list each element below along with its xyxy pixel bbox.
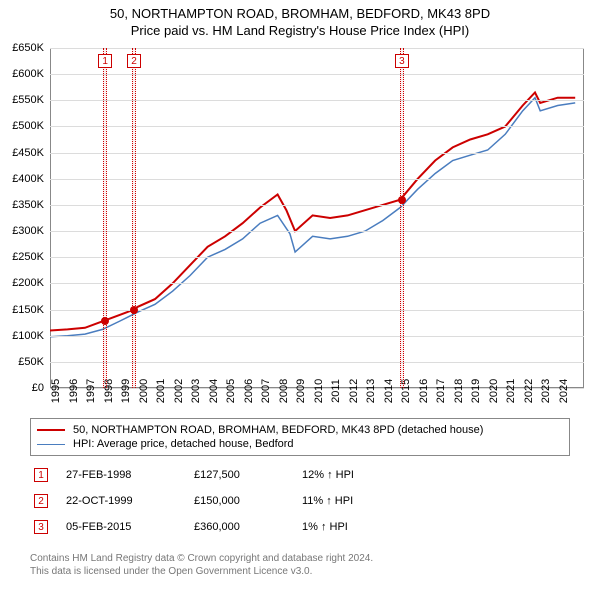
gridline <box>50 205 584 206</box>
page-root: 50, NORTHAMPTON ROAD, BROMHAM, BEDFORD, … <box>0 0 600 590</box>
gridline <box>50 153 584 154</box>
event-diff: 1% ↑ HPI <box>302 521 402 533</box>
series-hpi <box>50 98 575 337</box>
gridline <box>50 100 584 101</box>
event-diff: 12% ↑ HPI <box>302 469 402 481</box>
x-tick-label: 1997 <box>85 379 97 403</box>
gridline <box>50 48 584 49</box>
sale-point <box>130 306 138 314</box>
sale-marker-band <box>132 48 136 388</box>
gridline <box>50 179 584 180</box>
y-tick-label: £0 <box>32 382 44 394</box>
event-marker-1: 1 <box>34 468 48 482</box>
x-tick-label: 2019 <box>470 379 482 403</box>
gridline <box>50 362 584 363</box>
sale-marker-number: 1 <box>98 54 112 68</box>
x-tick-label: 2010 <box>313 379 325 403</box>
x-tick-label: 2004 <box>208 379 220 403</box>
x-tick-label: 2005 <box>225 379 237 403</box>
legend-swatch-property <box>37 429 65 431</box>
x-tick-label: 2009 <box>295 379 307 403</box>
y-tick-label: £300K <box>12 225 44 237</box>
y-tick-label: £450K <box>12 147 44 159</box>
x-tick-label: 2002 <box>173 379 185 403</box>
gridline <box>50 336 584 337</box>
x-tick-label: 2000 <box>138 379 150 403</box>
title-block: 50, NORTHAMPTON ROAD, BROMHAM, BEDFORD, … <box>0 0 600 40</box>
y-tick-label: £400K <box>12 173 44 185</box>
title-line-1: 50, NORTHAMPTON ROAD, BROMHAM, BEDFORD, … <box>0 6 600 23</box>
y-tick-label: £200K <box>12 277 44 289</box>
gridline <box>50 257 584 258</box>
legend-swatch-hpi <box>37 444 65 445</box>
sale-marker-band <box>103 48 107 388</box>
gridline <box>50 283 584 284</box>
chart-area: £0£50K£100K£150K£200K£250K£300K£350K£400… <box>50 48 584 388</box>
event-price: £360,000 <box>194 521 284 533</box>
legend-label-property: 50, NORTHAMPTON ROAD, BROMHAM, BEDFORD, … <box>73 424 483 436</box>
x-tick-label: 2011 <box>330 379 342 403</box>
footer: Contains HM Land Registry data © Crown c… <box>30 552 570 578</box>
y-tick-label: £350K <box>12 199 44 211</box>
event-marker-3: 3 <box>34 520 48 534</box>
x-tick-label: 2022 <box>523 379 535 403</box>
y-tick-label: £150K <box>12 304 44 316</box>
gridline <box>50 126 584 127</box>
y-tick-label: £550K <box>12 94 44 106</box>
event-date: 22-OCT-1999 <box>66 495 176 507</box>
x-tick-label: 2014 <box>383 379 395 403</box>
y-tick-label: £250K <box>12 251 44 263</box>
legend: 50, NORTHAMPTON ROAD, BROMHAM, BEDFORD, … <box>30 418 570 456</box>
sale-marker-band <box>400 48 404 388</box>
y-tick-label: £650K <box>12 42 44 54</box>
x-tick-label: 2012 <box>348 379 360 403</box>
x-tick-label: 2020 <box>488 379 500 403</box>
events-table: 1 27-FEB-1998 £127,500 12% ↑ HPI 2 22-OC… <box>30 462 570 540</box>
footer-line-2: This data is licensed under the Open Gov… <box>30 565 570 578</box>
x-tick-label: 2016 <box>418 379 430 403</box>
event-marker-2: 2 <box>34 494 48 508</box>
x-tick-label: 2007 <box>260 379 272 403</box>
y-tick-label: £100K <box>12 330 44 342</box>
event-date: 27-FEB-1998 <box>66 469 176 481</box>
series-property <box>50 93 575 331</box>
event-row: 3 05-FEB-2015 £360,000 1% ↑ HPI <box>30 514 570 540</box>
legend-item-hpi: HPI: Average price, detached house, Bedf… <box>37 437 563 451</box>
y-tick-label: £500K <box>12 120 44 132</box>
title-line-2: Price paid vs. HM Land Registry's House … <box>0 23 600 40</box>
y-tick-label: £600K <box>12 68 44 80</box>
footer-line-1: Contains HM Land Registry data © Crown c… <box>30 552 570 565</box>
event-price: £127,500 <box>194 469 284 481</box>
x-tick-label: 2017 <box>435 379 447 403</box>
chart-svg <box>50 48 584 388</box>
event-row: 2 22-OCT-1999 £150,000 11% ↑ HPI <box>30 488 570 514</box>
x-tick-label: 2024 <box>558 379 570 403</box>
gridline <box>50 231 584 232</box>
x-tick-label: 2023 <box>540 379 552 403</box>
event-date: 05-FEB-2015 <box>66 521 176 533</box>
sale-marker-number: 3 <box>395 54 409 68</box>
gridline <box>50 74 584 75</box>
x-tick-label: 2021 <box>505 379 517 403</box>
x-tick-label: 2003 <box>190 379 202 403</box>
event-row: 1 27-FEB-1998 £127,500 12% ↑ HPI <box>30 462 570 488</box>
x-tick-label: 2013 <box>365 379 377 403</box>
x-tick-label: 1995 <box>50 379 62 403</box>
legend-item-property: 50, NORTHAMPTON ROAD, BROMHAM, BEDFORD, … <box>37 423 563 437</box>
x-tick-label: 2018 <box>453 379 465 403</box>
x-tick-label: 1996 <box>68 379 80 403</box>
x-tick-label: 2001 <box>155 379 167 403</box>
sale-marker-number: 2 <box>127 54 141 68</box>
event-diff: 11% ↑ HPI <box>302 495 402 507</box>
sale-point <box>398 196 406 204</box>
y-tick-label: £50K <box>18 356 44 368</box>
x-tick-label: 2008 <box>278 379 290 403</box>
sale-point <box>101 317 109 325</box>
event-price: £150,000 <box>194 495 284 507</box>
legend-label-hpi: HPI: Average price, detached house, Bedf… <box>73 438 294 450</box>
x-tick-label: 1999 <box>120 379 132 403</box>
x-tick-label: 2006 <box>243 379 255 403</box>
